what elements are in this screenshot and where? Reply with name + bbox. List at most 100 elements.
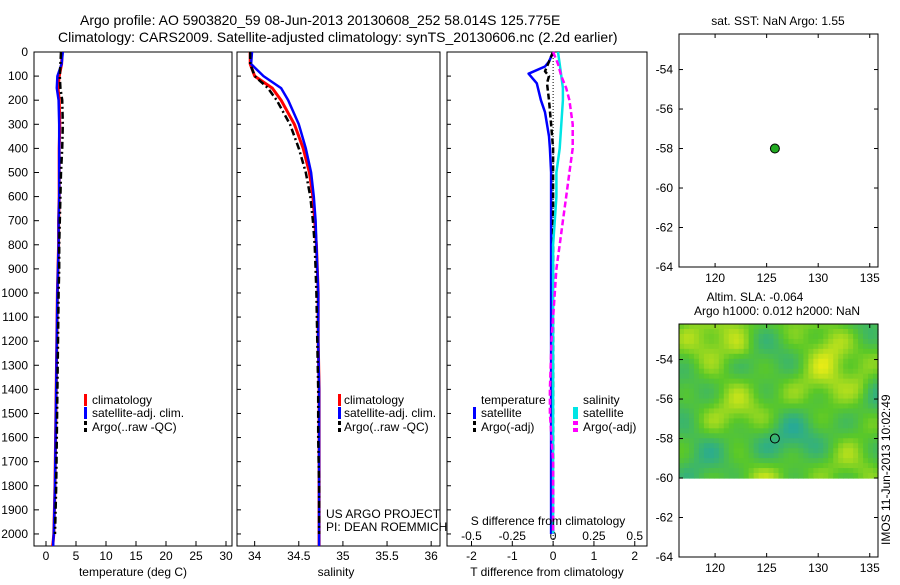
heatmap-cell xyxy=(693,373,700,380)
heatmap-cell xyxy=(708,383,715,390)
heatmap-cell xyxy=(873,473,879,479)
heatmap-cell xyxy=(838,368,844,375)
heatmap-cell xyxy=(803,338,809,345)
heatmap-cell xyxy=(773,463,780,469)
heatmap-cell xyxy=(863,418,869,424)
heatmap-cell xyxy=(853,433,859,439)
legend-swatch-satellite-salinity xyxy=(573,407,578,419)
heatmap-cell xyxy=(843,418,849,424)
heatmap-cell xyxy=(868,363,874,370)
heatmap-cell xyxy=(728,438,735,444)
heatmap-cell xyxy=(783,463,790,469)
depth-tick-label: 1600 xyxy=(1,431,28,445)
heatmap-cell xyxy=(748,468,755,474)
heatmap-cell xyxy=(798,423,804,429)
heatmap-cell xyxy=(863,438,869,444)
heatmap-cell xyxy=(828,373,834,380)
heatmap-cell xyxy=(788,453,795,459)
heatmap-cell xyxy=(818,428,824,434)
heatmap-cell xyxy=(728,428,735,434)
heatmap-cell xyxy=(803,448,809,454)
heatmap-cell xyxy=(788,398,795,405)
heatmap-cell xyxy=(743,358,750,365)
heatmap-cell xyxy=(703,438,710,444)
title-line-2: Climatology: CARS2009. Satellite-adjuste… xyxy=(58,29,618,45)
heatmap-cell xyxy=(679,348,685,355)
heatmap-cell xyxy=(853,468,859,474)
heatmap-cell xyxy=(728,468,735,474)
difference-legend: temperature satellite Argo(-adj) salinit… xyxy=(473,393,636,434)
heatmap-cell xyxy=(738,373,745,380)
heatmap-cell xyxy=(763,368,770,375)
heatmap-cell xyxy=(723,353,730,360)
heatmap-cell xyxy=(843,408,849,415)
heatmap-cell xyxy=(843,428,849,434)
heatmap-cell xyxy=(728,458,735,464)
heatmap-cell xyxy=(833,343,839,350)
heatmap-cell xyxy=(728,338,735,345)
heatmap-cell xyxy=(843,358,849,365)
heatmap-cell xyxy=(723,418,730,424)
heatmap-cell xyxy=(868,388,874,395)
heatmap-cell xyxy=(753,453,760,459)
heatmap-cell xyxy=(768,398,775,405)
heatmap-cell xyxy=(858,393,864,400)
heatmap-cell xyxy=(713,473,720,479)
heatmap-cell xyxy=(853,328,859,335)
heatmap-cell xyxy=(748,453,755,459)
heatmap-cell xyxy=(838,428,844,434)
heatmap-cell xyxy=(873,338,879,345)
argo-location-marker xyxy=(769,143,780,154)
heatmap-cell xyxy=(783,433,790,439)
heatmap-cell xyxy=(743,348,750,355)
heatmap-cell xyxy=(778,408,785,415)
heatmap-cell xyxy=(743,438,750,444)
difference-plot-frame xyxy=(446,51,648,547)
heatmap-cell xyxy=(798,463,804,469)
heatmap-cell xyxy=(823,383,829,390)
heatmap-cell xyxy=(708,338,715,345)
heatmap-cell xyxy=(803,328,809,335)
sla-heatmap xyxy=(679,324,879,479)
heatmap-cell xyxy=(688,328,695,335)
heatmap-cell xyxy=(733,443,740,449)
heatmap-cell xyxy=(833,403,839,410)
heatmap-cell xyxy=(728,324,735,330)
heatmap-cell xyxy=(788,353,795,360)
heatmap-cell xyxy=(808,338,814,345)
heatmap-cell xyxy=(733,473,740,479)
heatmap-cell xyxy=(848,473,854,479)
legend-swatch-climatology xyxy=(84,394,87,406)
heatmap-cell xyxy=(843,398,849,405)
heatmap-cell xyxy=(873,393,879,400)
heatmap-cell xyxy=(863,428,869,434)
heatmap-cell xyxy=(848,348,854,355)
heatmap-cell xyxy=(853,338,859,345)
heatmap-cell xyxy=(788,473,795,479)
heatmap-cell xyxy=(778,328,785,335)
heatmap-cell xyxy=(758,403,765,410)
heatmap-cell xyxy=(783,468,790,474)
heatmap-cell xyxy=(713,373,720,380)
heatmap-cell xyxy=(828,463,834,469)
heatmap-cell xyxy=(708,413,715,419)
heatmap-cell xyxy=(798,418,804,424)
heatmap-cell xyxy=(708,438,715,444)
heatmap-cell xyxy=(793,458,799,464)
heatmap-cell xyxy=(798,348,804,355)
legend-swatch-argo xyxy=(338,428,341,432)
heatmap-cell xyxy=(713,393,720,400)
heatmap-cell xyxy=(873,378,879,385)
heatmap-cell xyxy=(783,473,790,479)
heatmap-cell xyxy=(693,388,700,395)
heatmap-cell xyxy=(808,368,814,375)
heatmap-cell xyxy=(853,438,859,444)
sla-map-title-1: Altim. SLA: -0.064 xyxy=(707,290,804,304)
heatmap-cell xyxy=(858,368,864,375)
heatmap-cell xyxy=(723,383,730,390)
heatmap-cell xyxy=(688,388,695,395)
heatmap-cell xyxy=(758,333,765,340)
heatmap-cell xyxy=(683,418,690,424)
heatmap-cell xyxy=(723,473,730,479)
heatmap-cell xyxy=(768,333,775,340)
